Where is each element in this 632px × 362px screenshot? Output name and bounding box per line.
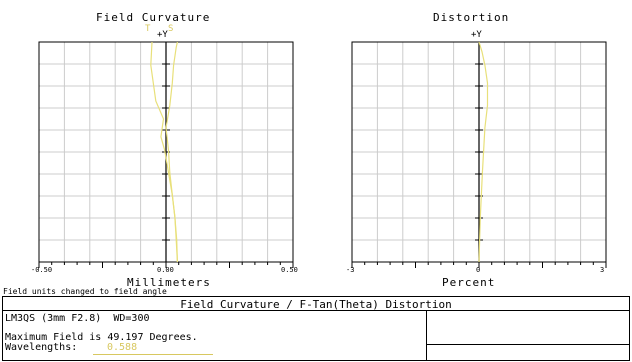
wavelength-value: 0.588	[107, 342, 138, 353]
distortion-x-tick-right: 3	[600, 266, 605, 274]
field-curvature-x-tick-right: 0.50	[281, 266, 298, 274]
field-curvature-x-tick-left: -0.50	[31, 266, 53, 274]
info-panel: Field Curvature / F-Tan(Theta) Distortio…	[2, 296, 630, 361]
max-field-text: Maximum Field is 49.197 Degrees.	[5, 332, 198, 343]
lens-label: LM3QS (3mm F2.8) WD=300	[5, 313, 150, 324]
field-units-note: Field units changed to field angle	[3, 287, 167, 296]
info-title-divider	[3, 310, 629, 311]
info-vertical-divider	[426, 311, 427, 360]
distortion-title: Distortion	[433, 11, 510, 24]
field-curvature-legend-t: T	[145, 24, 151, 34]
distortion-x-tick-center: 0	[476, 266, 481, 274]
field-curvature-y-label: +Y	[157, 30, 168, 40]
field-curvature-x-label: Millimeters	[127, 276, 211, 289]
distortion-y-label: +Y	[471, 30, 482, 40]
distortion-series-0	[478, 41, 489, 263]
field-curvature-series-s	[165, 41, 178, 263]
info-title: Field Curvature / F-Tan(Theta) Distortio…	[180, 298, 452, 311]
wavelengths-label: Wavelengths:	[5, 342, 78, 353]
distortion-x-label: Percent	[442, 276, 496, 289]
field-curvature-title: Field Curvature	[96, 11, 211, 24]
wavelength-underline	[93, 354, 213, 355]
plot-area	[38, 41, 607, 268]
info-right-divider	[426, 344, 629, 345]
distortion-x-tick-left: -3	[346, 266, 355, 274]
field-curvature-x-tick-center: 0.00	[157, 266, 174, 274]
field-curvature-legend-s: S	[168, 24, 174, 34]
